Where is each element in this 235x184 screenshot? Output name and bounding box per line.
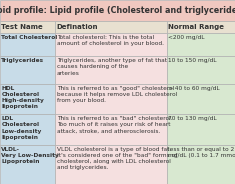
Text: LDL
Cholesterol
Low-density
lipoprotein: LDL Cholesterol Low-density lipoprotein xyxy=(1,116,42,140)
Text: Defination: Defination xyxy=(57,24,98,30)
Bar xyxy=(0,56,55,84)
Text: Total Cholesterol: Total Cholesterol xyxy=(1,35,58,40)
Text: Lipid profile: Lipid profile (Cholesterol and triglycerides): Lipid profile: Lipid profile (Cholestero… xyxy=(0,6,235,15)
Text: > 40 to 60 mg/dL: > 40 to 60 mg/dL xyxy=(168,86,220,91)
Bar xyxy=(55,56,167,84)
Text: VLDL-
Very Low-Density
Lipoprotein: VLDL- Very Low-Density Lipoprotein xyxy=(1,147,59,164)
Bar xyxy=(167,84,235,114)
Bar xyxy=(0,21,55,33)
Text: <200 mg/dL: <200 mg/dL xyxy=(168,35,205,40)
Bar xyxy=(55,33,167,56)
Text: VLDL cholesterol is a type of blood fat.
It's considered one of the "bad" forms : VLDL cholesterol is a type of blood fat.… xyxy=(57,147,177,170)
Bar xyxy=(0,84,55,114)
Bar xyxy=(0,114,55,145)
Bar xyxy=(167,33,235,56)
Bar xyxy=(0,33,55,56)
Text: This is referred to as "good" cholesterol
because it helps remove LDL cholestero: This is referred to as "good" cholestero… xyxy=(57,86,177,103)
Text: Triglycerides: Triglycerides xyxy=(1,58,45,63)
Text: Triglycerides, another type of fat that
causes hardening of the
arteries: Triglycerides, another type of fat that … xyxy=(57,58,167,76)
Text: 70 to 130 mg/dL: 70 to 130 mg/dL xyxy=(168,116,217,121)
Bar xyxy=(55,145,167,184)
Text: Total cholesterol: This is the total
amount of cholesterol in your blood.: Total cholesterol: This is the total amo… xyxy=(57,35,164,46)
Text: 10 to 150 mg/dL: 10 to 150 mg/dL xyxy=(168,58,217,63)
Text: Test Name: Test Name xyxy=(1,24,43,30)
Bar xyxy=(0,0,235,21)
Bar xyxy=(167,145,235,184)
Text: This is referred to as "bad" cholesterol.
Too much of it raises your risk of hea: This is referred to as "bad" cholesterol… xyxy=(57,116,172,134)
Bar xyxy=(167,56,235,84)
Bar xyxy=(55,21,167,33)
Text: less than or equal to 2 to 30
mg/dL (0.1 to 1.7 mmol/l).: less than or equal to 2 to 30 mg/dL (0.1… xyxy=(168,147,235,158)
Text: Normal Range: Normal Range xyxy=(168,24,224,30)
Bar xyxy=(55,84,167,114)
Bar xyxy=(167,114,235,145)
Bar xyxy=(55,114,167,145)
Bar xyxy=(167,21,235,33)
Bar xyxy=(0,145,55,184)
Text: HDL
Cholesterol
High-density
lipoprotein: HDL Cholesterol High-density lipoprotein xyxy=(1,86,44,109)
